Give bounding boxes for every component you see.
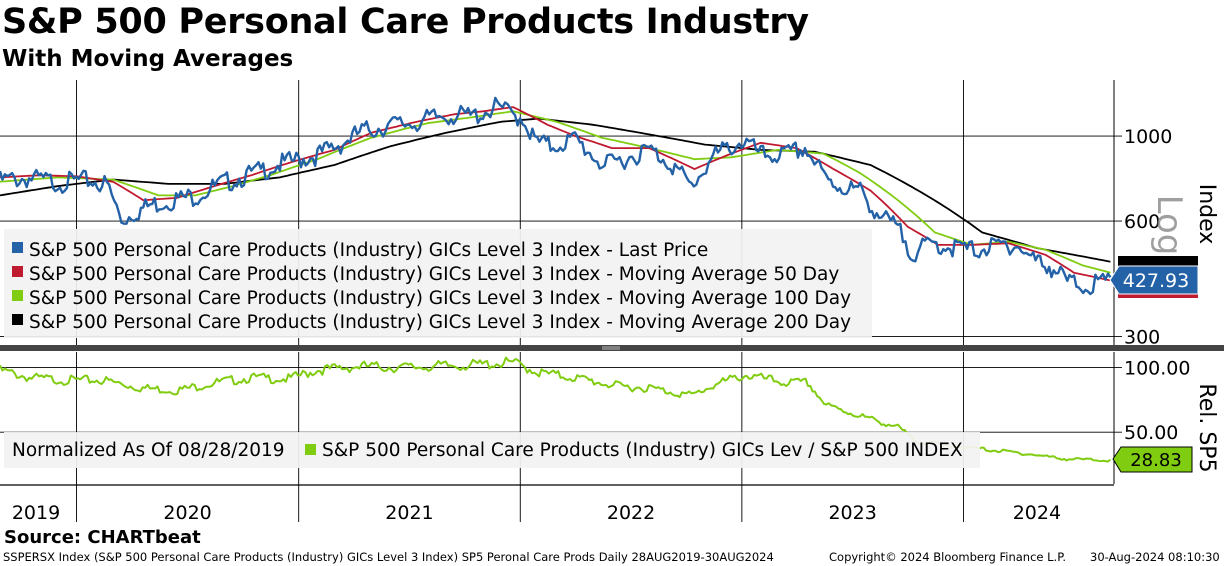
upper-legend: S&P 500 Personal Care Products (Industry… — [4, 229, 872, 338]
last-price-line — [0, 96, 1112, 296]
legend-swatch-ma50 — [12, 266, 23, 277]
lower-tick-label-50: 50.00 — [1124, 422, 1178, 444]
upper-legend-box — [4, 229, 872, 338]
legend-item-ma200: S&P 500 Personal Care Products (Industry… — [12, 312, 851, 333]
upper-axis-label: Index — [1194, 184, 1219, 245]
legend-item-ma100: S&P 500 Personal Care Products (Industry… — [12, 288, 851, 309]
relative-value-tag — [1112, 446, 1193, 473]
legend-label-ma200: S&P 500 Personal Care Products (Industry… — [29, 312, 851, 333]
year-label-2024: 2024 — [1013, 502, 1061, 524]
legend-swatch-last-price — [12, 242, 23, 253]
normalization-note: Normalized As Of 08/28/2019 — [12, 440, 285, 461]
upper-tick-label-600: 600 — [1124, 211, 1160, 233]
lower-last-value-tag: 28.83 — [1112, 446, 1193, 473]
lower-axis-label: Rel. SP5 — [1194, 383, 1219, 472]
legend-swatch-relative — [305, 444, 316, 455]
legend-label-relative: S&P 500 Personal Care Products (Industry… — [322, 440, 963, 461]
year-label-2020: 2020 — [163, 502, 211, 524]
log-scale-label: Log — [1149, 195, 1189, 256]
upper-last-value-tags: 427.93 — [1109, 256, 1199, 298]
year-label-2023: 2023 — [828, 502, 876, 524]
source-note: Source: CHARTbeat — [4, 527, 201, 548]
upper-tick-label-1000: 1000 — [1124, 126, 1172, 148]
legend-label-ma50: S&P 500 Personal Care Products (Industry… — [29, 264, 839, 285]
x-axis-year-labels: 2019 2020 2021 2022 2023 2024 — [12, 502, 1061, 524]
year-label-2021: 2021 — [385, 502, 433, 524]
footer-timestamp: 30-Aug-2024 08:10:30 — [1090, 550, 1220, 564]
legend-label-ma100: S&P 500 Personal Care Products (Industry… — [29, 288, 851, 309]
upper-panel-lines — [0, 96, 1112, 296]
legend-item-ma50: S&P 500 Personal Care Products (Industry… — [12, 264, 839, 285]
year-label-2019: 2019 — [12, 502, 60, 524]
lower-tick-label-100: 100.00 — [1124, 358, 1190, 380]
upper-tick-label-300: 300 — [1124, 326, 1160, 348]
chart-title: S&P 500 Personal Care Products Industry — [2, 2, 809, 42]
panel-separator[interactable] — [0, 345, 1224, 351]
chart-subtitle: With Moving Averages — [2, 46, 294, 72]
year-label-2022: 2022 — [607, 502, 655, 524]
legend-item-last-price: S&P 500 Personal Care Products (Industry… — [12, 240, 708, 261]
last-price-value-tag — [1109, 265, 1199, 295]
separator-handle-icon — [602, 346, 620, 350]
legend-swatch-ma200 — [12, 314, 23, 325]
last-price-value: 427.93 — [1123, 270, 1189, 292]
lower-legend: Normalized As Of 08/28/2019 S&P 500 Pers… — [4, 432, 980, 468]
legend-label-last-price: S&P 500 Personal Care Products (Industry… — [29, 240, 708, 261]
relative-value: 28.83 — [1130, 450, 1182, 471]
ma200-line — [0, 117, 1111, 263]
legend-swatch-ma100 — [12, 290, 23, 301]
footer-copyright: Copyright© 2024 Bloomberg Finance L.P. — [829, 550, 1066, 564]
lower-legend-box — [4, 432, 980, 468]
footer-ticker-info: SSPERSX Index (S&P 500 Personal Care Pro… — [3, 550, 774, 564]
